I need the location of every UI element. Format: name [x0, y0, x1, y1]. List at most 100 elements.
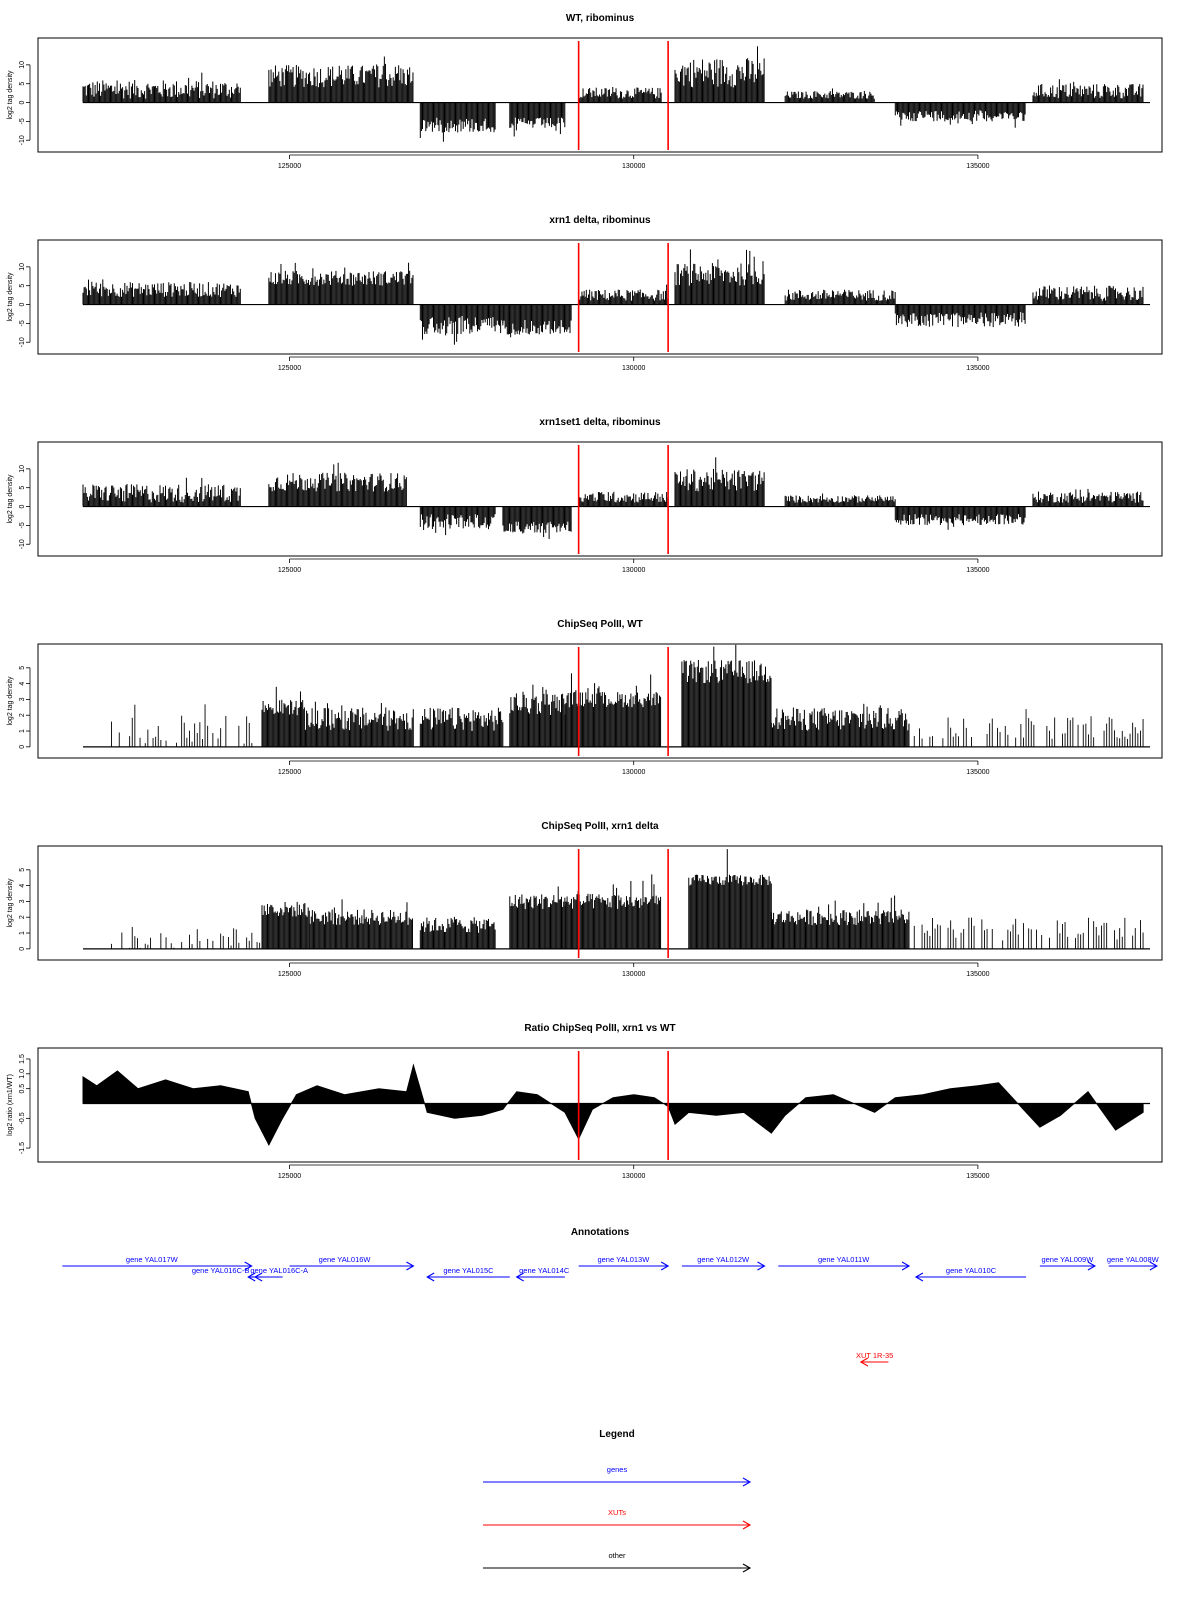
y-tick-label: -10 — [19, 135, 26, 145]
arrow-head — [426, 1272, 435, 1282]
bar-segment — [674, 457, 765, 507]
y-axis: -10 -5 0 5 10 log2 tag density — [7, 61, 31, 145]
legend-item: XUTs — [483, 1508, 752, 1530]
legend-arrow — [483, 1520, 752, 1530]
annotations-panel: Annotations gene YAL017W gene YAL016W gene … — [62, 1227, 1160, 1367]
gene-label: gene YAL010C — [946, 1266, 997, 1275]
bar-segment — [105, 704, 253, 747]
y-tick-label: 5 — [19, 284, 26, 288]
bar-segment — [578, 284, 669, 305]
gene-arrow — [62, 1261, 253, 1271]
arrow-head — [1149, 1261, 1158, 1271]
y-tick-label: -5 — [19, 118, 26, 124]
gene-label: gene YAL009W — [1041, 1255, 1094, 1264]
y-axis: -10 -5 0 5 10 log2 tag density — [7, 465, 31, 549]
bar-segment — [564, 673, 662, 747]
bar-segment — [261, 686, 304, 747]
x-tick-label: 135000 — [966, 567, 989, 574]
xut-arrow — [859, 1357, 889, 1367]
legend-arrow — [483, 1563, 752, 1573]
legend-label: XUTs — [608, 1508, 626, 1517]
x-axis: 125000 130000 135000 — [278, 558, 990, 574]
plot-frame — [37, 441, 1163, 557]
y-axis-label: log2 tag density — [7, 70, 14, 120]
bar-segment — [309, 899, 413, 949]
y-tick-label: 1 — [19, 729, 26, 733]
x-tick-label: 130000 — [622, 365, 645, 372]
bar-segment — [674, 249, 765, 305]
x-tick-label: 135000 — [966, 163, 989, 170]
bar-segment — [784, 88, 875, 103]
bar-segment — [578, 86, 662, 103]
y-tick-label: -10 — [19, 539, 26, 549]
x-tick-label: 135000 — [966, 1173, 989, 1180]
y-tick-label: 4 — [19, 884, 26, 888]
x-axis: 125000 130000 135000 — [278, 760, 990, 776]
x-tick-label: 125000 — [278, 365, 301, 372]
legend-item: genes — [483, 1465, 752, 1487]
y-axis: 0 1 2 3 4 5 log2 tag density — [7, 666, 31, 749]
bar-segment — [419, 916, 496, 949]
gene-label: gene YAL016C-B — [192, 1266, 250, 1275]
y-tick-label: 0 — [19, 100, 26, 104]
chart-title: Ratio ChipSeq PolII, xrn1 vs WT — [524, 1023, 675, 1034]
arrow-head — [515, 1272, 524, 1282]
y-axis-label: log2 ratio (xrn1/WT) — [7, 1074, 14, 1136]
bar-segment — [502, 304, 572, 338]
gene-arrow — [1108, 1261, 1158, 1271]
legend: Legend genes XUTs other — [483, 1429, 752, 1573]
gene-label: gene YAL015C — [443, 1266, 494, 1275]
bar-segment — [564, 874, 662, 949]
gene-label: gene YAL011W — [818, 1255, 870, 1264]
bar-segment — [268, 462, 407, 507]
y-axis: 0 1 2 3 4 5 log2 tag density — [7, 868, 31, 951]
bar-segment — [1032, 79, 1144, 103]
data-series — [105, 644, 1144, 747]
gene-label: gene YAL013W — [597, 1255, 650, 1264]
bar-segment — [674, 46, 765, 103]
x-axis: 125000 130000 135000 — [278, 356, 990, 372]
x-tick-label: 135000 — [966, 365, 989, 372]
bar-segment — [770, 703, 910, 747]
plot-frame — [37, 1047, 1163, 1163]
y-tick-label: 0 — [19, 302, 26, 306]
y-axis-label: log2 tag density — [7, 676, 14, 726]
arrow-head — [406, 1261, 415, 1271]
x-axis: 125000 130000 135000 — [278, 962, 990, 978]
y-tick-label: 1.5 — [19, 1054, 26, 1064]
bar-segment — [111, 926, 261, 949]
bar-segment — [770, 895, 910, 949]
bar-segment — [784, 289, 896, 305]
bar-segment — [908, 709, 1144, 747]
bar-segment — [509, 886, 566, 949]
arrow-head — [859, 1357, 869, 1367]
gene-arrow — [1039, 1261, 1097, 1271]
arrow-head — [244, 1261, 253, 1271]
bar-segment — [509, 684, 566, 747]
y-axis: -10 -5 0 5 10 log2 tag density — [7, 263, 31, 347]
chart-panel: xrn1set1 delta, ribominus -10 -5 0 5 10 log2 t… — [7, 417, 1163, 574]
arrow-head — [253, 1272, 263, 1282]
data-series — [111, 849, 1144, 949]
chart-title: ChipSeq PolII, xrn1 delta — [541, 821, 659, 832]
y-axis-label: log2 tag density — [7, 474, 14, 524]
gene-arrow — [289, 1261, 415, 1271]
gene-arrow — [778, 1261, 911, 1271]
y-tick-label: 5 — [19, 82, 26, 86]
y-tick-label: -5 — [19, 522, 26, 528]
x-axis: 125000 130000 135000 — [278, 1164, 990, 1180]
x-tick-label: 125000 — [278, 567, 301, 574]
bar-segment — [894, 506, 1026, 530]
bar-segment — [419, 102, 496, 142]
xut-label: XUT 1R-35 — [856, 1351, 893, 1360]
chart-panel: ChipSeq PolII, WT 0 1 2 3 4 5 log2 tag density 1… — [7, 619, 1163, 776]
bar-segment — [894, 304, 1026, 328]
arrow-head — [742, 1477, 752, 1487]
x-tick-label: 130000 — [622, 971, 645, 978]
y-tick-label: 5 — [19, 486, 26, 490]
gene-label: gene YAL016W — [319, 1255, 372, 1264]
chart-panel: xrn1 delta, ribominus -10 -5 0 5 10 log2 tag d… — [7, 215, 1163, 372]
y-tick-label: 2 — [19, 713, 26, 717]
bar-segment — [261, 901, 310, 949]
